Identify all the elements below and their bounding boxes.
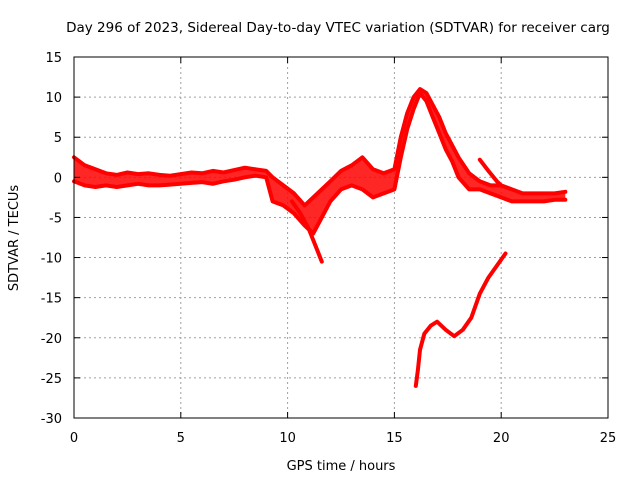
x-tick-label: 25: [600, 431, 617, 446]
plot-frame: [73, 56, 609, 419]
y-tick-label: 10: [45, 91, 62, 106]
y-tick-label: -25: [41, 372, 62, 387]
x-tick-label: 15: [386, 431, 403, 446]
x-tick-label: 0: [70, 431, 78, 446]
y-tick-label: 15: [45, 51, 62, 66]
x-tick-label: 10: [279, 431, 296, 446]
series-band-fill: [74, 89, 566, 234]
y-tick-label: -20: [41, 332, 62, 347]
data-series: [72, 87, 568, 388]
x-axis-label: GPS time / hours: [287, 459, 396, 474]
y-tick-label: -10: [41, 252, 62, 267]
y-axis-label: SDTVAR / TECUs: [7, 185, 22, 292]
y-tick-label: -15: [41, 292, 62, 307]
series-line-band-lower: [72, 91, 568, 236]
series-line-dip-branch: [289, 199, 324, 264]
y-tick-label: -30: [41, 412, 62, 427]
grid-lines: [74, 57, 608, 418]
chart-title: Day 296 of 2023, Sidereal Day-to-day VTE…: [66, 20, 610, 36]
x-tick-label: 20: [493, 431, 510, 446]
axis-ticks: 0 5 10 15 20 25 -30 -25 -20 -15 -10 -5 0 5 10 15: [41, 51, 617, 446]
series-line-low-segment: [413, 251, 508, 388]
series-line-band-upper: [72, 87, 568, 208]
y-tick-label: -5: [49, 211, 62, 226]
y-tick-label: 0: [54, 171, 62, 186]
y-tick-label: 5: [54, 131, 62, 146]
series-line-late-branch: [477, 157, 504, 188]
x-tick-label: 5: [177, 431, 185, 446]
